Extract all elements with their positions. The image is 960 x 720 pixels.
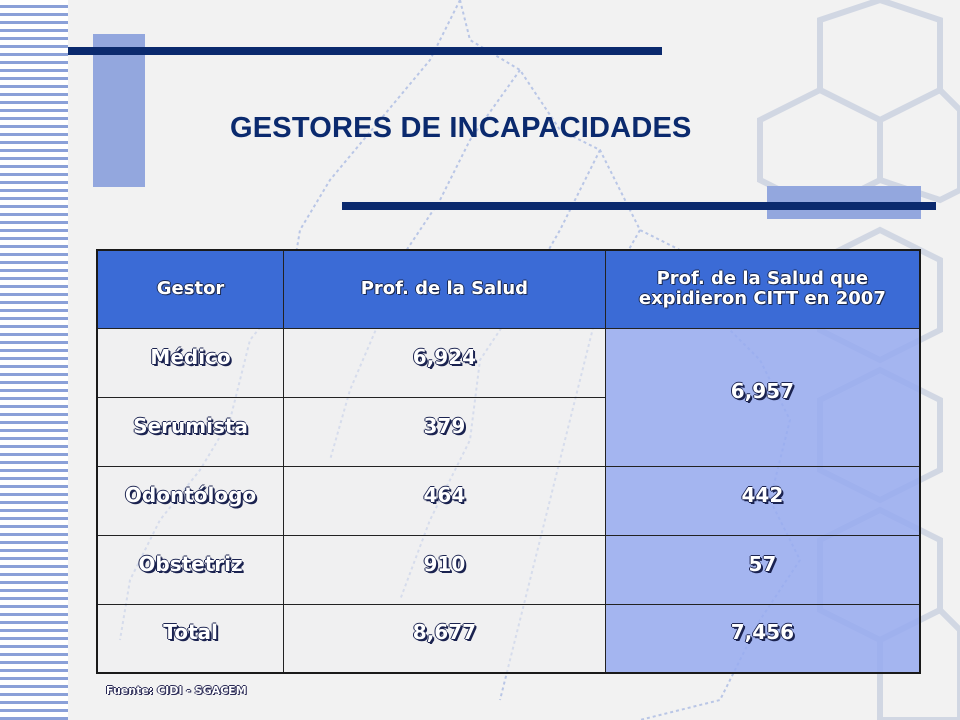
cell-prof-salud: 6,924 bbox=[283, 327, 606, 398]
table-row: Obstetriz 910 57 bbox=[96, 534, 921, 605]
cell-gestor-text: Obstetriz bbox=[138, 551, 243, 576]
cell-gestor: Obstetriz bbox=[96, 534, 285, 605]
header-prof-salud-citt-label: Prof. de la Salud que expidieron CITT en… bbox=[638, 268, 886, 310]
cell-gestor: Médico bbox=[96, 327, 285, 398]
cell-citt-text: 442 bbox=[741, 482, 784, 507]
cell-citt: 7,456 bbox=[604, 603, 921, 674]
table-header-row: Gestor Prof. de la Salud Prof. de la Sal… bbox=[96, 249, 921, 329]
header-gestor: Gestor bbox=[96, 249, 285, 329]
cell-citt-merged-text: 6,957 bbox=[730, 379, 794, 403]
cell-prof-salud: 8,677 bbox=[283, 603, 606, 674]
table-row-total: Total 8,677 7,456 bbox=[96, 603, 921, 674]
slide-title: GESTORES DE INCAPACIDADES bbox=[230, 112, 692, 144]
gestores-table: Gestor Prof. de la Salud Prof. de la Sal… bbox=[96, 249, 921, 674]
cell-gestor: Total bbox=[96, 603, 285, 674]
decorative-top-line bbox=[68, 47, 662, 55]
left-stripe-decoration bbox=[0, 0, 68, 720]
stripe-gap bbox=[68, 0, 74, 720]
cell-prof-salud: 464 bbox=[283, 465, 606, 536]
cell-prof-salud-text: 379 bbox=[423, 413, 466, 438]
cell-gestor-text: Serumista bbox=[133, 413, 248, 438]
cell-prof-salud: 379 bbox=[283, 396, 606, 467]
table-row: Médico 6,924 6,957 bbox=[96, 327, 921, 467]
cell-citt: 442 bbox=[604, 465, 921, 536]
cell-gestor-text: Odontólogo bbox=[124, 482, 257, 507]
cell-gestor-text: Total bbox=[163, 620, 218, 645]
table-row: Odontólogo 464 442 bbox=[96, 465, 921, 536]
decorative-bottom-line bbox=[342, 202, 936, 210]
cell-citt-text: 7,456 bbox=[730, 620, 794, 645]
cell-gestor: Odontólogo bbox=[96, 465, 285, 536]
cell-prof-salud: 910 bbox=[283, 534, 606, 605]
cell-citt: 57 bbox=[604, 534, 921, 605]
cell-citt-text: 57 bbox=[748, 551, 777, 576]
cell-prof-salud-text: 8,677 bbox=[412, 620, 477, 645]
source-note: Fuente: CIDI - SGACEM bbox=[106, 684, 247, 697]
header-prof-salud-citt: Prof. de la Salud que expidieron CITT en… bbox=[604, 249, 921, 329]
header-prof-salud: Prof. de la Salud bbox=[283, 249, 606, 329]
decorative-vertical-bar bbox=[93, 34, 145, 187]
cell-prof-salud-text: 464 bbox=[423, 482, 466, 507]
cell-prof-salud-text: 910 bbox=[423, 551, 466, 576]
cell-gestor-text: Médico bbox=[150, 344, 231, 369]
cell-citt-merged: 6,957 bbox=[604, 327, 921, 467]
cell-gestor: Serumista bbox=[96, 396, 285, 467]
cell-prof-salud-text: 6,924 bbox=[412, 344, 477, 369]
table-row: Serumista 379 bbox=[96, 396, 920, 467]
